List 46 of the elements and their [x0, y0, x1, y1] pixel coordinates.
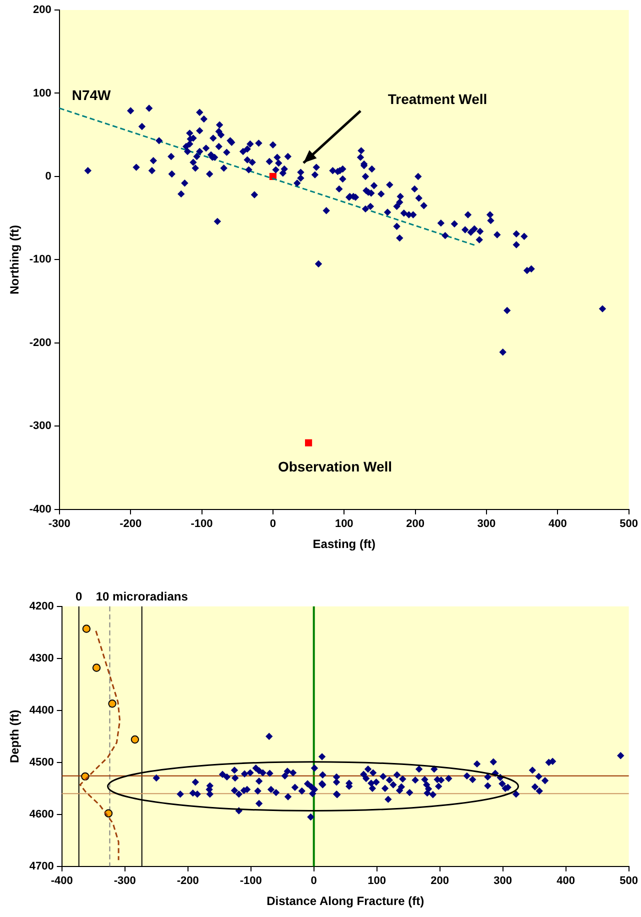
x-tick-label: -300 [48, 518, 70, 530]
x2-tick-label: 10 microradians [96, 590, 188, 604]
y-tick-label: 4700 [29, 860, 54, 872]
x-tick-label: 100 [334, 518, 354, 530]
annotation: N74W [72, 86, 112, 103]
x-tick-label: -300 [114, 875, 136, 888]
x-tick-label: -200 [120, 518, 142, 530]
y-tick-label: 4200 [29, 600, 54, 612]
x-tick-label: 500 [620, 518, 638, 530]
x-tick-label: 200 [430, 875, 450, 888]
x-tick-label: -100 [190, 518, 213, 530]
y-tick-label: 200 [33, 4, 52, 16]
y-tick-label: -300 [29, 420, 52, 432]
x-axis-title: Easting (ft) [312, 537, 376, 552]
y-tick-label: 4600 [29, 808, 54, 820]
y-tick-label: -100 [29, 254, 52, 266]
x-tick-label: 500 [620, 875, 638, 888]
annotation: Treatment Well [388, 90, 488, 107]
x-tick-label: 200 [406, 518, 424, 530]
x-tick-label: -200 [176, 875, 199, 888]
point [82, 624, 91, 633]
x-tick-label: -100 [240, 875, 262, 888]
x-tick-label: 100 [368, 875, 386, 888]
y-tick-label: 0 [45, 170, 52, 182]
point [130, 735, 140, 744]
x2-tick-label: 0 [76, 590, 83, 604]
x-tick-label: -400 [50, 875, 73, 888]
x-axis-title: Distance Along Fracture (ft) [266, 894, 424, 908]
y-tick-label: 4500 [29, 756, 54, 768]
point [92, 664, 101, 672]
x-tick-label: 400 [548, 518, 567, 530]
point [108, 700, 116, 708]
y-tick-label: -200 [29, 336, 52, 349]
y-axis-title: Depth (ft) [8, 710, 22, 764]
y-tick-label: -400 [29, 503, 52, 516]
x-tick-label: 0 [310, 875, 317, 888]
annotation: Observation Well [278, 458, 392, 474]
x-tick-label: 300 [494, 875, 512, 888]
y-tick-label: 4300 [29, 652, 54, 664]
y-tick-label: 4400 [29, 704, 54, 716]
y-tick-label: 100 [33, 87, 52, 100]
x-tick-label: 300 [477, 518, 496, 530]
line-series [79, 630, 121, 861]
x-tick-label: 0 [270, 518, 276, 530]
x-tick-label: 400 [556, 875, 576, 888]
y-axis-title: Northing (ft) [8, 225, 22, 294]
